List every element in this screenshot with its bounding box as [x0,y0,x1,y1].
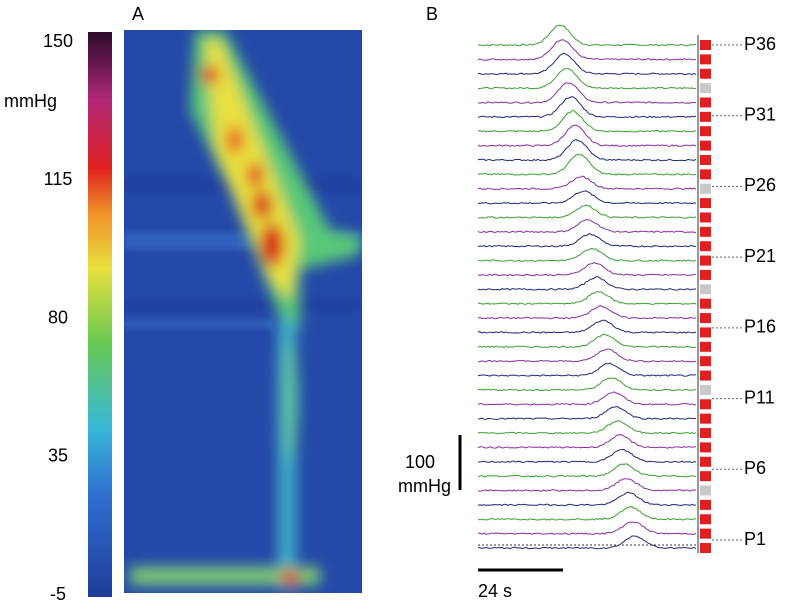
trace [477,304,696,320]
channel-label: P21 [744,246,776,266]
sensor-marker [700,97,711,108]
trace [477,420,697,435]
trace [477,391,697,406]
colorbar-tick-label: 80 [48,307,68,327]
trace [477,377,697,392]
time-scale-label: 24 s [478,581,512,601]
trace [477,262,697,277]
channel-label: P16 [744,317,776,337]
sensor-marker [700,226,711,237]
sensor-marker [700,399,711,410]
sensor-marker [700,126,711,137]
sensor-marker [700,543,711,553]
sensor-marker [700,269,711,280]
sensor-marker [700,298,711,309]
sensor-marker [700,514,711,525]
heatmap [124,30,362,593]
trace [477,233,697,248]
sensor-marker [700,183,711,194]
channel-label: P26 [744,175,776,195]
sensor-marker [700,212,711,223]
trace [477,319,697,334]
panel-label: B [426,4,438,24]
trace [477,362,697,377]
sensor-marker [700,485,711,496]
trace [477,276,697,291]
trace [477,67,697,90]
trace [477,124,697,147]
trace [477,139,697,162]
trace [478,406,697,420]
sensor-marker [700,370,711,381]
colorbar-tick-label: 150 [43,31,73,51]
sensor-marker [700,341,711,352]
channel-label: P11 [744,387,775,407]
trace [477,491,696,507]
scale-unit: mmHg [398,476,451,496]
trace [477,218,697,234]
sensor-marker [700,111,711,122]
sensor-marker [700,40,711,50]
trace [477,95,697,119]
sensor-marker [700,327,711,338]
sensor-marker [700,499,711,510]
sensor-marker [700,313,711,324]
sensor-marker [700,140,711,151]
channel-label: P6 [744,458,766,478]
trace [477,521,697,535]
trace [477,463,697,478]
trace [477,333,697,349]
trace [477,39,697,61]
sensor-marker [700,456,711,467]
sensor-marker [700,169,711,180]
colorbar-unit: mmHg [4,91,57,111]
trace [477,52,697,76]
sensor-marker [700,471,711,482]
sensor-marker [700,284,711,295]
sensor-marker [700,413,711,424]
scale-value: 100 [405,452,435,472]
trace [477,190,697,205]
trace [477,110,697,133]
trace [477,247,697,262]
sensor-marker [700,255,711,266]
colorbar-tick-label: -5 [50,584,66,604]
sensor-marker [700,528,711,539]
colorbar [88,32,112,597]
traces [477,24,711,553]
sensor-marker [700,356,711,367]
colorbar-tick-label: 35 [48,446,68,466]
trace [478,204,697,219]
channel-label: P36 [744,34,776,54]
trace [477,24,697,47]
sensor-marker [700,384,711,395]
trace [477,506,697,521]
sensor-marker [700,442,711,453]
colorbar-tick-label: 115 [44,169,73,189]
channel-labels: P36 P31 P26 P21 P16 P11 P6 P1 [712,34,776,549]
trace [477,535,697,550]
trace [477,153,697,176]
panel-label: A [132,4,144,24]
trace [477,348,697,363]
channel-label: P1 [744,529,766,549]
sensor-marker [700,54,711,65]
trace [477,478,697,492]
trace [477,291,697,305]
sensor-marker [700,68,711,79]
sensor-marker [700,154,711,165]
trace [477,175,697,191]
colorbar-ticks: 150 115 80 35 -5 [43,31,73,604]
sensor-marker [700,83,711,94]
sensor-marker [700,241,711,252]
channel-label: P31 [744,104,776,124]
trace [477,434,697,449]
sensor-marker [700,198,711,209]
sensor-marker [700,428,711,439]
trace [477,448,697,464]
trace [477,82,697,104]
